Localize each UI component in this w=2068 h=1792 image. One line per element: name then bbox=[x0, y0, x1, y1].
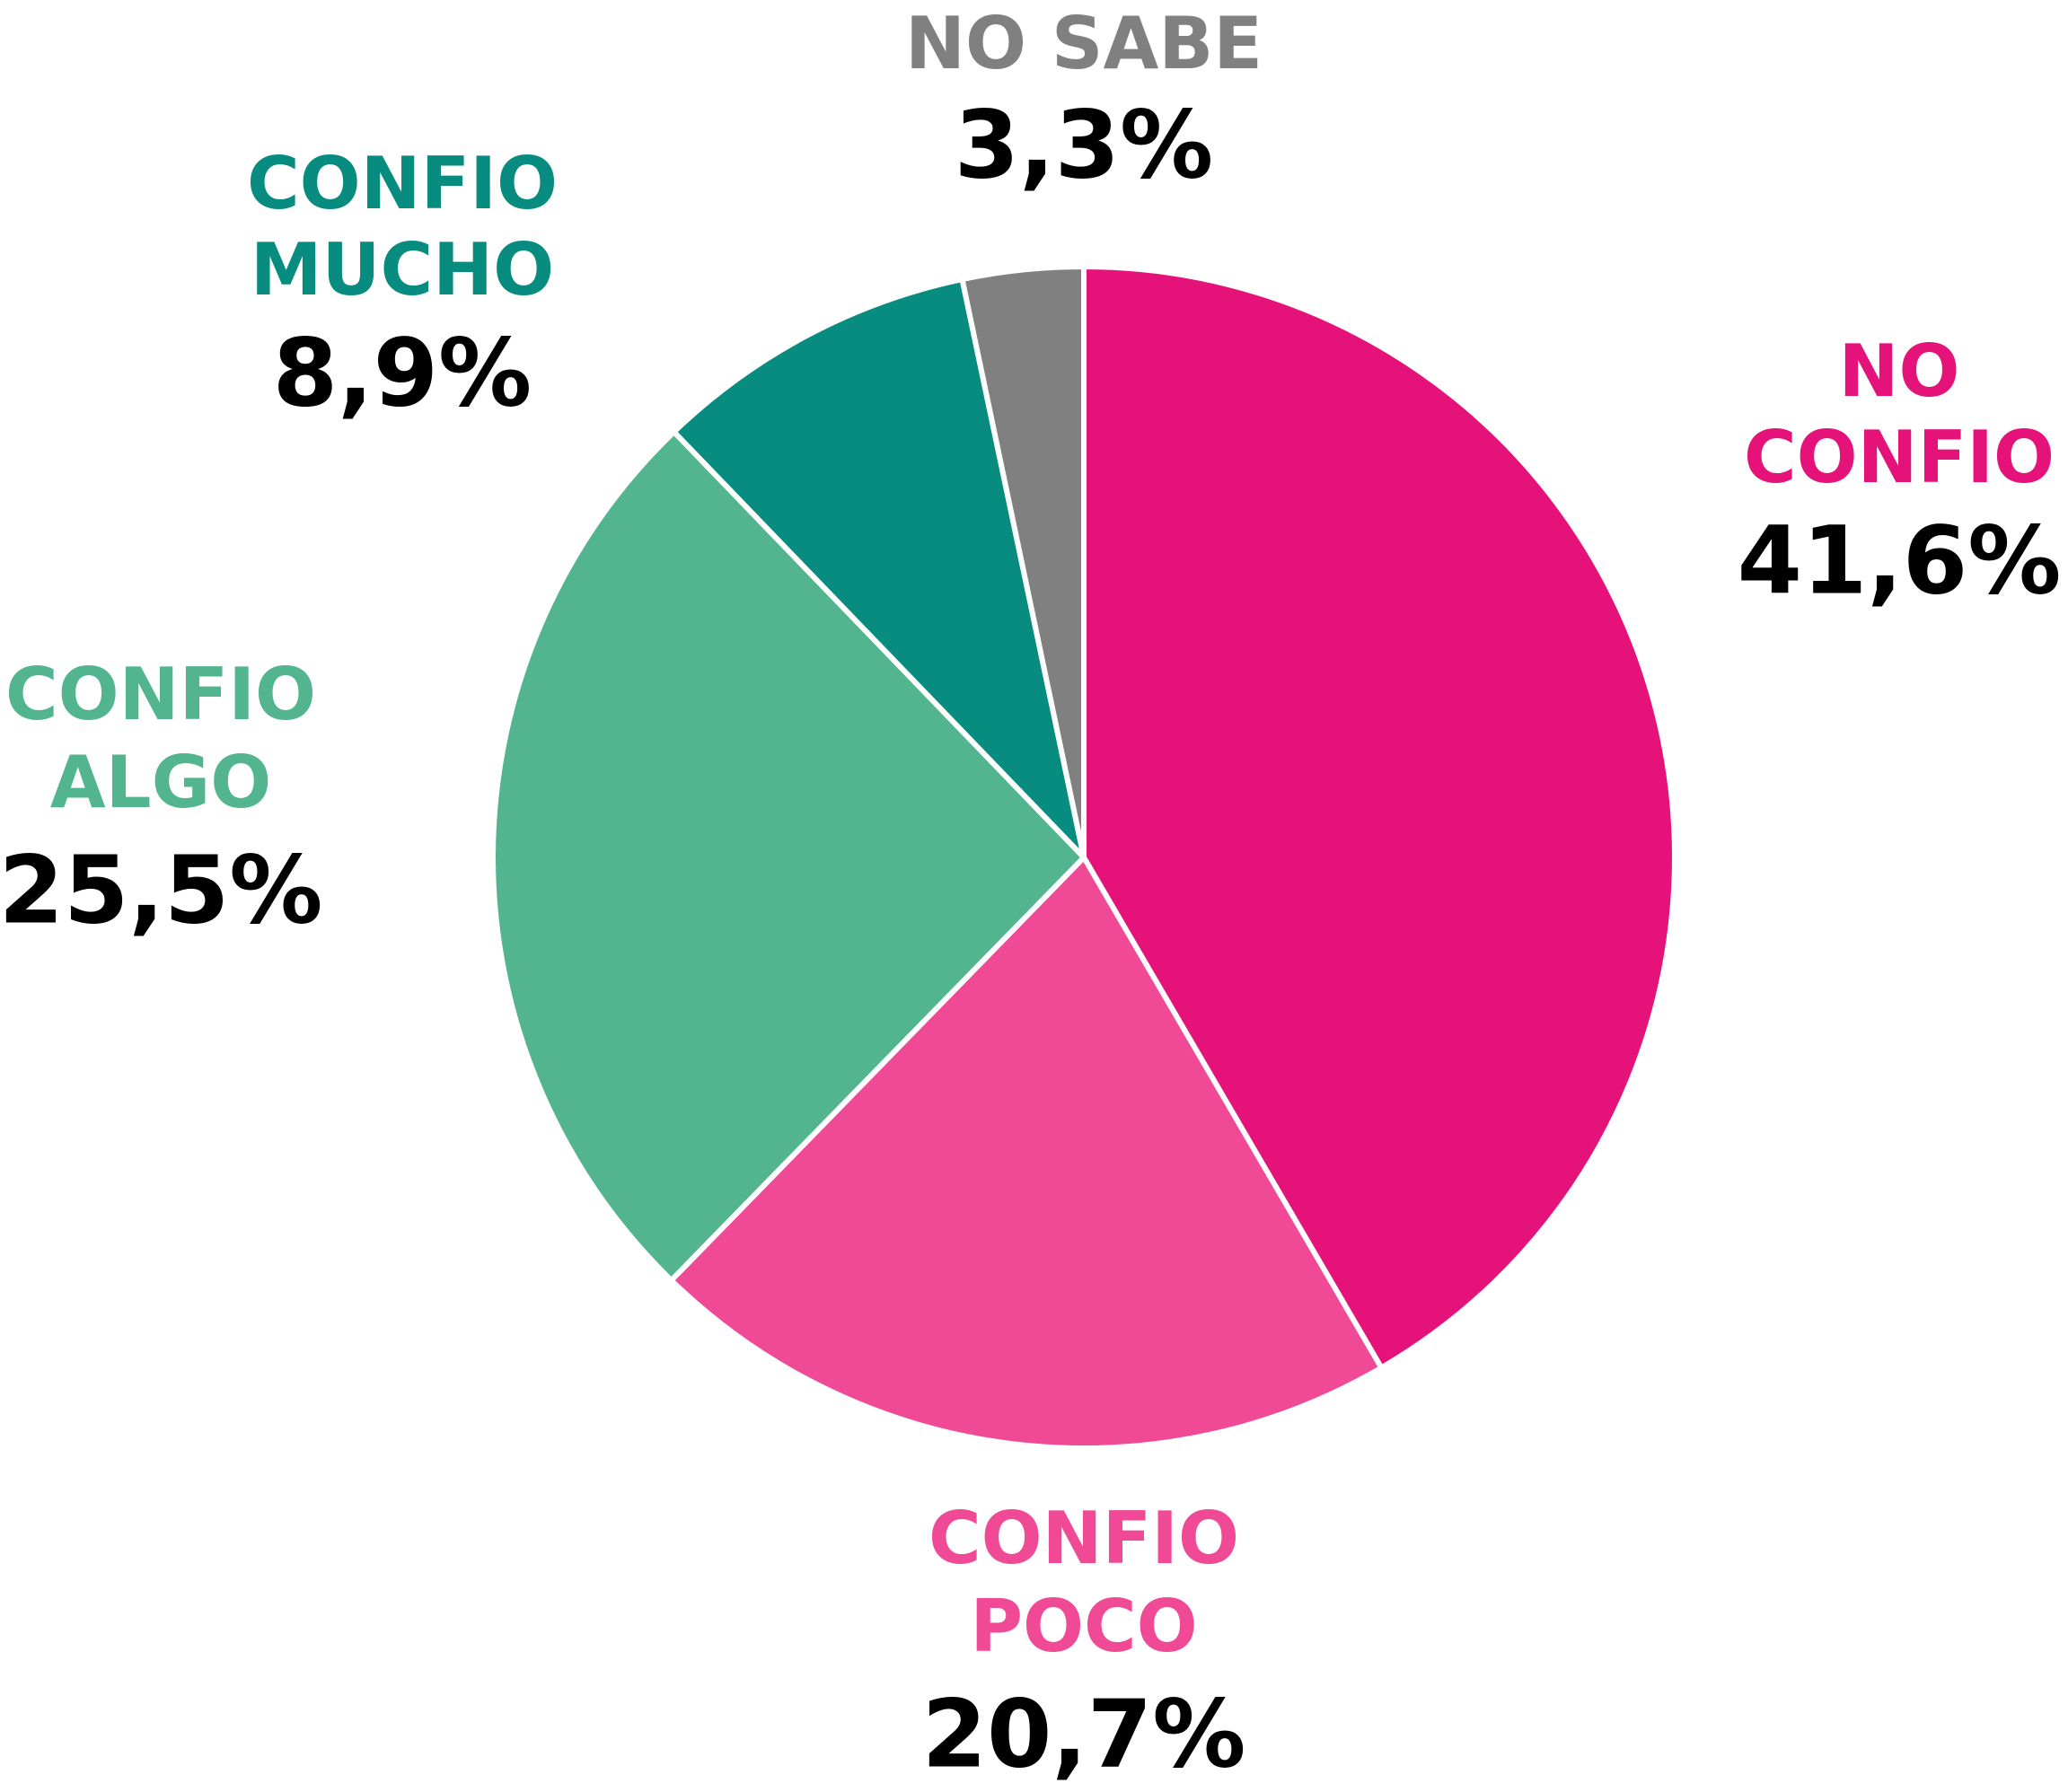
pie-slice bbox=[959, 264, 1087, 860]
slice-label: CONFIO bbox=[5, 653, 316, 736]
value-label: 8,9% bbox=[273, 318, 532, 427]
pie-slice bbox=[668, 855, 1385, 1451]
pie-slice bbox=[1081, 264, 1677, 1371]
slice-label: CONFIO bbox=[247, 142, 558, 225]
slice-label: CONFIO bbox=[1744, 416, 2055, 499]
value-label: 20,7% bbox=[922, 1679, 1246, 1788]
slice-label: POCO bbox=[970, 1585, 1197, 1668]
value-label: 25,5% bbox=[0, 835, 322, 944]
slice-label: ALGO bbox=[50, 741, 272, 824]
slice-label: CONFIO bbox=[928, 1497, 1239, 1580]
value-label: 41,6% bbox=[1738, 505, 2062, 615]
pie-slice bbox=[671, 277, 1087, 860]
slice-label: NO SABE bbox=[905, 2, 1263, 85]
slice-label: MUCHO bbox=[251, 228, 554, 312]
pie-slice bbox=[490, 429, 1087, 1284]
slice-label: NO bbox=[1839, 329, 1960, 413]
value-label: 3,3% bbox=[955, 90, 1213, 199]
